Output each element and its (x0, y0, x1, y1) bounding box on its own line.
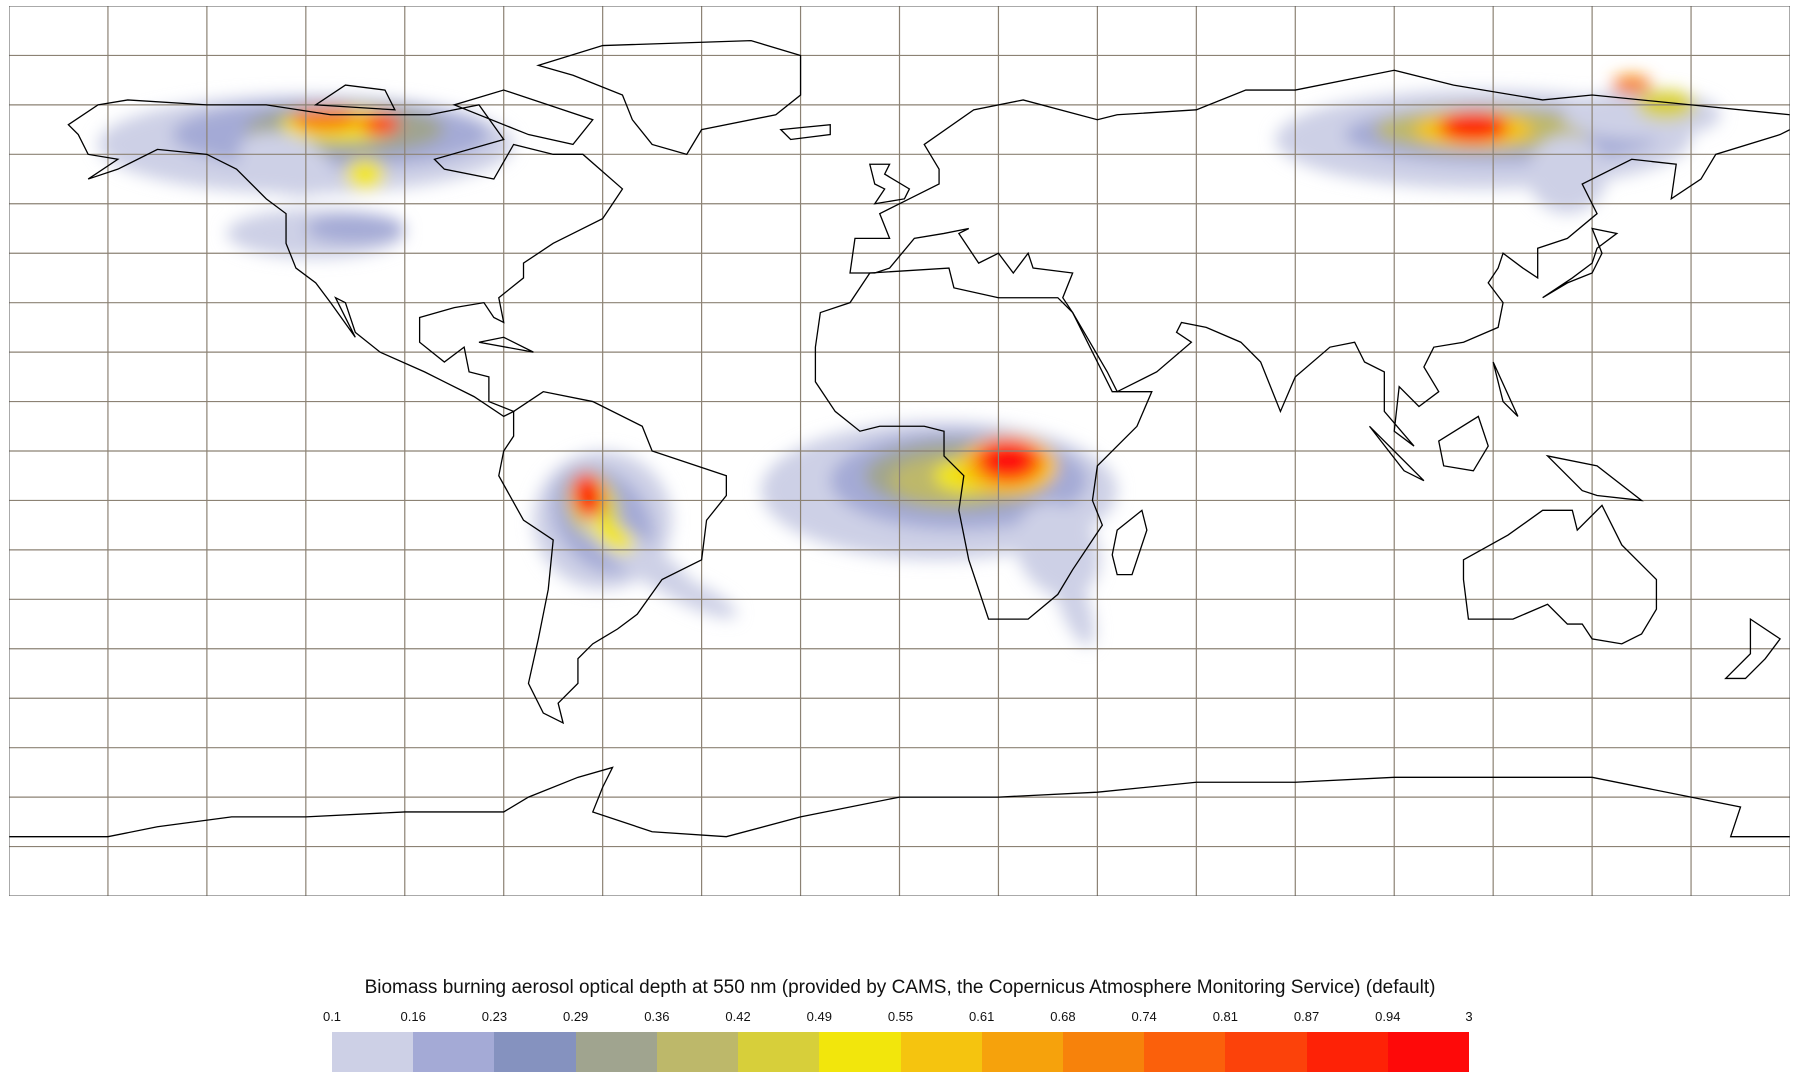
coastline-victoria-island (316, 85, 395, 110)
legend-tick-label: 0.16 (400, 1009, 426, 1024)
graticule (9, 6, 1790, 896)
legend-title: Biomass burning aerosol optical depth at… (364, 977, 1436, 998)
legend-tick-label: 0.36 (644, 1009, 670, 1024)
coastline-new-guinea (1548, 456, 1642, 501)
legend-tick-label: 0.68 (1050, 1009, 1076, 1024)
legend-tick-labels: 0.1 0.16 0.23 0.29 0.36 0.42 0.49 0.55 0.61 0.68 0… (323, 1009, 1473, 1025)
color-scale-bar (332, 1032, 1470, 1072)
legend-tick-label: 0.1 (322, 1009, 342, 1024)
legend-color-swatch (1387, 1032, 1470, 1072)
legend-tick-label: 0.23 (481, 1009, 508, 1024)
legend-tick-label: 3 (1465, 1009, 1473, 1024)
legend-color-swatch (1225, 1032, 1307, 1072)
coastline-madagascar (1112, 510, 1147, 574)
coastline-australia (1463, 505, 1656, 643)
coastline-antarctica (9, 767, 1790, 836)
aerosol-plume (1527, 134, 1607, 214)
legend-color-swatch (656, 1032, 739, 1072)
aerosol-plume (983, 443, 1034, 479)
legend-color-swatch (413, 1032, 495, 1072)
aerosol-plume (572, 473, 603, 518)
legend-color-swatch (332, 1032, 414, 1072)
legend-tick-label: 0.29 (562, 1009, 589, 1024)
aerosol-plume (238, 131, 334, 197)
aerosol-map (9, 6, 1790, 896)
aerosol-plume (1438, 112, 1509, 142)
coastline-baffin (454, 90, 593, 144)
coastline-greenland (538, 41, 800, 155)
coastlines (9, 41, 1790, 837)
aerosol-plume (360, 114, 400, 135)
coastline-new-zealand (1726, 619, 1780, 678)
coastline-north-america (68, 100, 622, 416)
legend-tick-label: 0.49 (806, 1009, 832, 1024)
coastline-south-america (499, 392, 727, 723)
coastline-cuba (479, 337, 533, 352)
legend-color-swatch (575, 1032, 657, 1072)
legend-tick-label: 0.61 (969, 1009, 995, 1024)
coastline-borneo (1439, 416, 1488, 470)
aerosol-plume (591, 517, 635, 553)
aerosol-plume (345, 159, 385, 189)
coastline-sumatra (1369, 426, 1423, 480)
legend-tick-label: 0.74 (1131, 1009, 1157, 1024)
aerosol-plume (646, 570, 737, 619)
legend-tick-label: 0.94 (1375, 1009, 1401, 1024)
legend-color-swatch (494, 1032, 576, 1072)
legend-tick-label: 0.87 (1293, 1009, 1320, 1024)
aerosol-plume (290, 107, 361, 133)
legend-tick-label: 0.81 (1212, 1009, 1238, 1024)
legend-color-swatch (1062, 1032, 1145, 1072)
coastline-philippines (1493, 362, 1518, 416)
aerosol-plume (1611, 75, 1652, 95)
legend-color-swatch (1144, 1032, 1226, 1072)
coastline-britain (870, 164, 910, 204)
legend-color-swatch (819, 1032, 901, 1072)
legend-color-swatch (1306, 1032, 1388, 1072)
aerosol-plumes (98, 75, 1721, 647)
legend-color-swatch (981, 1032, 1063, 1072)
coastline-japan (1543, 229, 1617, 298)
legend-tick-label: 0.42 (725, 1009, 751, 1024)
aerosol-plume (305, 213, 405, 244)
coastline-eurasia (850, 70, 1790, 446)
legend-tick-label: 0.55 (887, 1009, 914, 1024)
legend-color-swatch (738, 1032, 820, 1072)
coastline-iceland (781, 125, 830, 140)
coastline-africa (815, 268, 1151, 619)
legend-color-swatch (900, 1032, 982, 1072)
